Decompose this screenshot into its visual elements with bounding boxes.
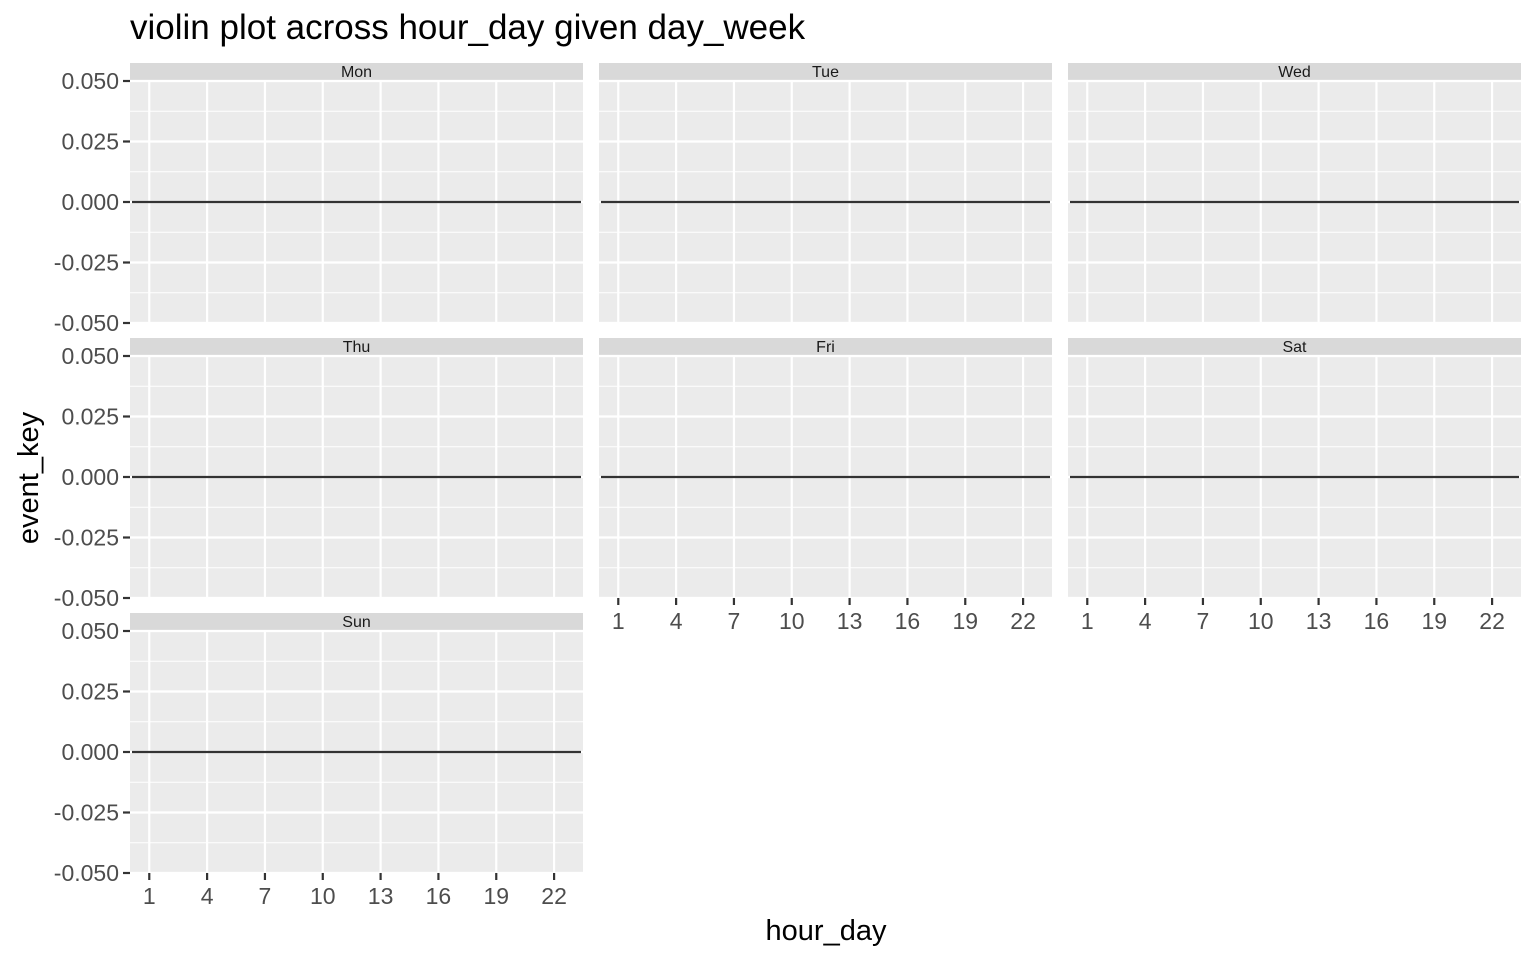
x-axis-title: hour_day	[766, 915, 887, 947]
facet-panel-mon: Mon -0.050 -0.025 0.000 0.025 0.050	[54, 63, 583, 336]
y-tick-label: 0.000	[61, 739, 119, 765]
facet-panel-fri: Fri 1 4 7 10 13 16 19 22	[599, 338, 1052, 634]
facet-strip	[130, 63, 583, 81]
x-tick-label: 10	[1248, 608, 1274, 634]
panels-layer: Mon -0.050 -0.025 0.000 0.025 0.050 Tue Wed Thu -…	[54, 63, 1521, 909]
x-tick-label: 19	[483, 883, 509, 909]
facet-strip	[599, 63, 1052, 81]
x-tick-label: 13	[1306, 608, 1332, 634]
y-tick-label: 0.025	[61, 129, 119, 155]
facet-panel-wed: Wed	[1068, 63, 1521, 325]
x-tick-label: 7	[1197, 608, 1210, 634]
y-tick-label: -0.050	[54, 585, 119, 611]
x-tick-label: 22	[1010, 608, 1036, 634]
facet-strip-label: Fri	[816, 339, 835, 356]
facet-strip-label: Tue	[812, 64, 839, 81]
x-tick-label: 16	[895, 608, 921, 634]
facet-strip	[1068, 338, 1521, 356]
y-tick-label: -0.050	[54, 860, 119, 886]
x-tick-label: 10	[779, 608, 805, 634]
x-tick-label: 19	[1421, 608, 1447, 634]
facet-panel-tue: Tue	[599, 63, 1052, 325]
facet-strip-label: Sat	[1282, 339, 1307, 356]
facet-strip	[130, 613, 583, 631]
x-tick-label: 13	[837, 608, 863, 634]
facet-strip-label: Thu	[343, 339, 371, 356]
x-tick-label: 4	[670, 608, 683, 634]
x-tick-label: 7	[728, 608, 741, 634]
facet-strip	[599, 338, 1052, 356]
y-tick-label: -0.025	[54, 800, 119, 826]
x-tick-label: 22	[541, 883, 567, 909]
facet-panel-sat: Sat 1 4 7 10 13 16 19 22	[1068, 338, 1521, 634]
y-axis-title: event_key	[13, 411, 45, 544]
y-tick-label: 0.000	[61, 464, 119, 490]
facet-strip-label: Wed	[1278, 64, 1311, 81]
chart-title: violin plot across hour_day given day_we…	[130, 8, 806, 47]
y-tick-label: -0.025	[54, 525, 119, 551]
facet-strip-label: Sun	[342, 614, 370, 631]
x-tick-label: 1	[1081, 608, 1094, 634]
y-tick-label: 0.050	[61, 343, 119, 369]
y-tick-label: 0.050	[61, 68, 119, 94]
facet-strip	[130, 338, 583, 356]
x-tick-label: 7	[259, 883, 272, 909]
x-tick-label: 22	[1479, 608, 1505, 634]
y-tick-label: -0.025	[54, 250, 119, 276]
x-tick-label: 4	[1139, 608, 1152, 634]
facet-strip	[1068, 63, 1521, 81]
x-tick-label: 10	[310, 883, 336, 909]
facet-strip-label: Mon	[341, 64, 372, 81]
y-tick-label: 0.050	[61, 618, 119, 644]
facet-panel-thu: Thu -0.050 -0.025 0.000 0.025 0.050	[54, 338, 583, 611]
x-tick-label: 1	[143, 883, 156, 909]
x-tick-label: 4	[201, 883, 214, 909]
x-tick-label: 1	[612, 608, 625, 634]
x-tick-label: 16	[426, 883, 452, 909]
x-tick-label: 16	[1364, 608, 1390, 634]
y-tick-label: 0.025	[61, 404, 119, 430]
y-tick-label: 0.000	[61, 189, 119, 215]
x-tick-label: 13	[368, 883, 394, 909]
x-tick-label: 19	[952, 608, 978, 634]
y-tick-label: 0.025	[61, 679, 119, 705]
y-tick-label: -0.050	[54, 310, 119, 336]
facet-panel-sun: Sun -0.050 -0.025 0.000 0.025 0.050 1 4 7 10 13 16 1…	[54, 613, 583, 909]
